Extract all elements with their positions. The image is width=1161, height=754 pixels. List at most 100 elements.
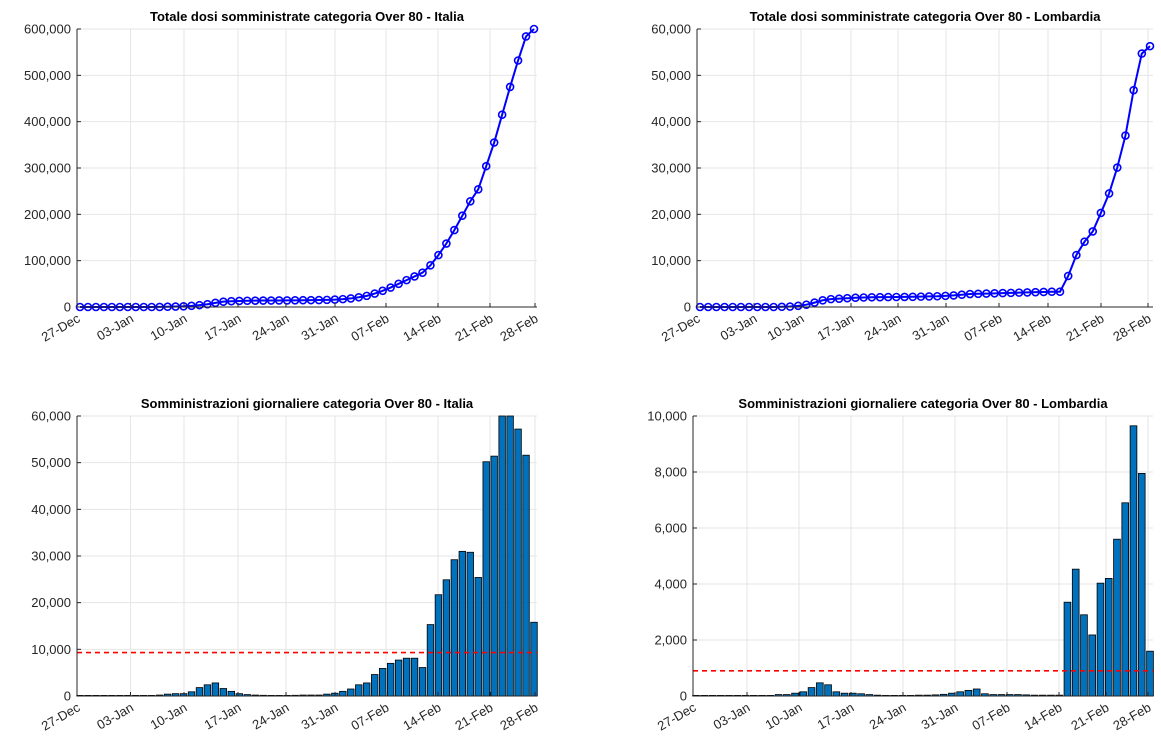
bar (498, 415, 506, 697)
x-tick-label: 03-Jan (718, 311, 760, 344)
data-point (842, 293, 852, 303)
x-tick-label: 28-Feb (497, 311, 540, 345)
bar (1129, 425, 1138, 697)
data-point (266, 296, 276, 305)
data-point (513, 56, 523, 65)
x-tick-label: 14-Feb (1021, 700, 1064, 734)
bar (1104, 578, 1113, 697)
x-tick-label: 27-Dec (39, 310, 83, 344)
x-tick-label: 17-Jan (202, 311, 244, 344)
bar (972, 688, 981, 697)
y-tick-label: 40,000 (651, 114, 691, 129)
data-point (410, 272, 419, 281)
data-point (219, 297, 228, 306)
data-point (834, 294, 844, 303)
data-point (386, 283, 395, 292)
data-point (1055, 287, 1065, 297)
x-tick-label: 28-Feb (497, 700, 540, 734)
chart-title: Totale dosi somministrate categoria Over… (750, 9, 1102, 24)
x-tick-label: 21-Feb (1063, 311, 1106, 345)
x-tick-label: 10-Jan (148, 700, 190, 733)
y-tick-label: 10,000 (651, 253, 691, 268)
bar (482, 461, 490, 697)
y-tick-label: 60,000 (31, 409, 71, 424)
x-tick-label: 17-Jan (815, 700, 857, 733)
data-point (932, 291, 942, 301)
chart-panel-3: 0 10,000 20,000 30,000 40,000 50,000 60,000 27-… (31, 396, 540, 734)
bar (347, 688, 355, 697)
chart-title: Somministrazioni giornaliere categoria O… (738, 396, 1108, 411)
x-tick-label: 24-Jan (250, 700, 292, 733)
x-tick-label: 31-Jan (919, 700, 961, 733)
bar (434, 594, 443, 697)
bar (355, 684, 363, 697)
bar (402, 657, 411, 697)
x-tick-label: 31-Jan (910, 311, 952, 344)
y-tick-label: 0 (684, 300, 691, 315)
data-point (1121, 131, 1130, 140)
data-point (179, 302, 188, 311)
data-point (1088, 227, 1098, 236)
data-point (924, 292, 934, 301)
data-point (250, 296, 260, 305)
x-tick-label: 24-Jan (862, 311, 904, 344)
bar (227, 690, 235, 697)
data-point (1072, 250, 1081, 260)
x-tick-label: 21-Feb (452, 700, 495, 734)
data-point (346, 294, 356, 303)
data-point (434, 250, 443, 260)
data-point (450, 225, 459, 235)
y-tick-label: 400,000 (24, 114, 71, 129)
x-tick-label: 17-Jan (815, 311, 857, 344)
data-point (990, 289, 999, 298)
y-tick-label: 2,000 (654, 633, 687, 648)
data-point (426, 260, 435, 270)
chart-panel-4: 0 2,000 4,000 6,000 8,000 10,000 27-Dec 03-Jan 1… (647, 396, 1154, 734)
y-tick-label: 60,000 (651, 22, 691, 37)
y-tick-label: 0 (680, 689, 687, 704)
data-point (973, 289, 983, 299)
data-point (314, 295, 324, 305)
data-point (900, 292, 909, 302)
x-tick-label: 24-Jan (250, 311, 292, 344)
data-point (1022, 288, 1032, 297)
data-point (290, 296, 300, 305)
data-point (826, 294, 836, 304)
bar (418, 667, 427, 697)
bar (363, 682, 371, 697)
data-point (1145, 41, 1155, 51)
y-tick-label: 600,000 (24, 22, 71, 37)
bar (195, 687, 204, 697)
data-point (810, 298, 819, 307)
bar (964, 690, 973, 697)
y-tick-label: 30,000 (651, 161, 691, 176)
data-point (234, 296, 244, 306)
bar (187, 691, 196, 697)
data-point (851, 293, 860, 303)
bar (474, 577, 482, 697)
data-point (1129, 85, 1138, 95)
data-point (242, 296, 252, 306)
bar (799, 691, 808, 697)
bar (203, 684, 212, 697)
bar (816, 682, 824, 697)
data-point (187, 301, 196, 311)
x-tick-label: 07-Feb (348, 311, 391, 345)
y-tick-label: 20,000 (31, 595, 71, 610)
data-point (505, 82, 515, 92)
y-tick-label: 20,000 (651, 207, 691, 222)
x-tick-label: 14-Feb (1010, 311, 1053, 345)
data-point (793, 301, 803, 311)
y-tick-label: 200,000 (24, 207, 71, 222)
y-tick-label: 50,000 (31, 455, 71, 470)
x-tick-label: 07-Feb (961, 311, 1004, 345)
x-tick-label: 27-Dec (659, 310, 703, 344)
data-point (203, 299, 212, 309)
data-point (227, 296, 236, 306)
data-point (465, 197, 475, 206)
data-point (875, 292, 885, 302)
bar (530, 621, 538, 697)
data-point (1080, 237, 1089, 246)
x-tick-label: 21-Feb (452, 311, 495, 345)
data-point (916, 292, 926, 301)
